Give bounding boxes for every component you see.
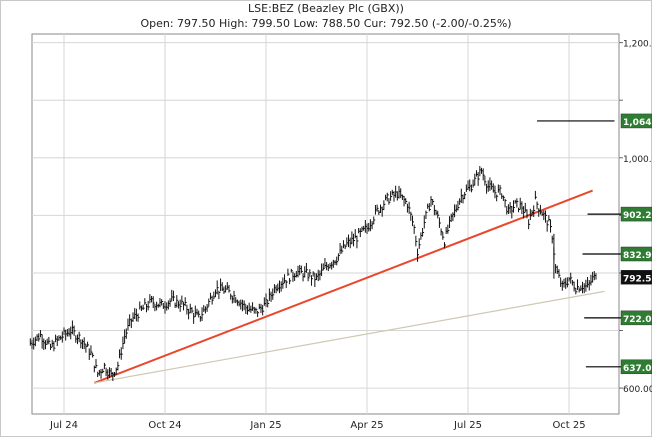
value-badge-label: 1,064. [623,118,652,128]
x-tick-label: Jan 25 [249,420,281,431]
value-badge-label: 832.90 [623,251,652,261]
support-trend-line [94,290,605,384]
value-badge [620,310,652,326]
y-tick-label: 600.00 [623,385,652,395]
value-badge [620,359,652,375]
chart-subtitle: Open: 797.50 High: 799.50 Low: 788.50 Cu… [140,17,512,30]
value-badge-label: 722.00 [623,315,652,325]
y-tick-label: 1,200. [623,40,652,50]
x-tick-label: Oct 25 [552,420,585,431]
value-badge-label: 792.50 [623,274,652,284]
x-tick-label: Jul 25 [453,420,482,431]
x-tick-label: Jul 24 [49,420,78,431]
y-tick-label: 1,000. [623,155,652,165]
red-trend-line [93,189,593,384]
value-badge [620,246,652,262]
x-tick-label: Apr 25 [350,420,383,431]
value-badge-label: 637.00 [623,364,652,374]
plot-area [31,33,620,415]
x-tick-label: Oct 24 [148,420,181,431]
value-badge [620,270,652,285]
value-badge-label: 902.20 [623,211,652,221]
value-badge [620,206,652,222]
value-badge [620,113,652,129]
chart-title: LSE:BEZ (Beazley Plc (GBX)) [248,2,404,15]
